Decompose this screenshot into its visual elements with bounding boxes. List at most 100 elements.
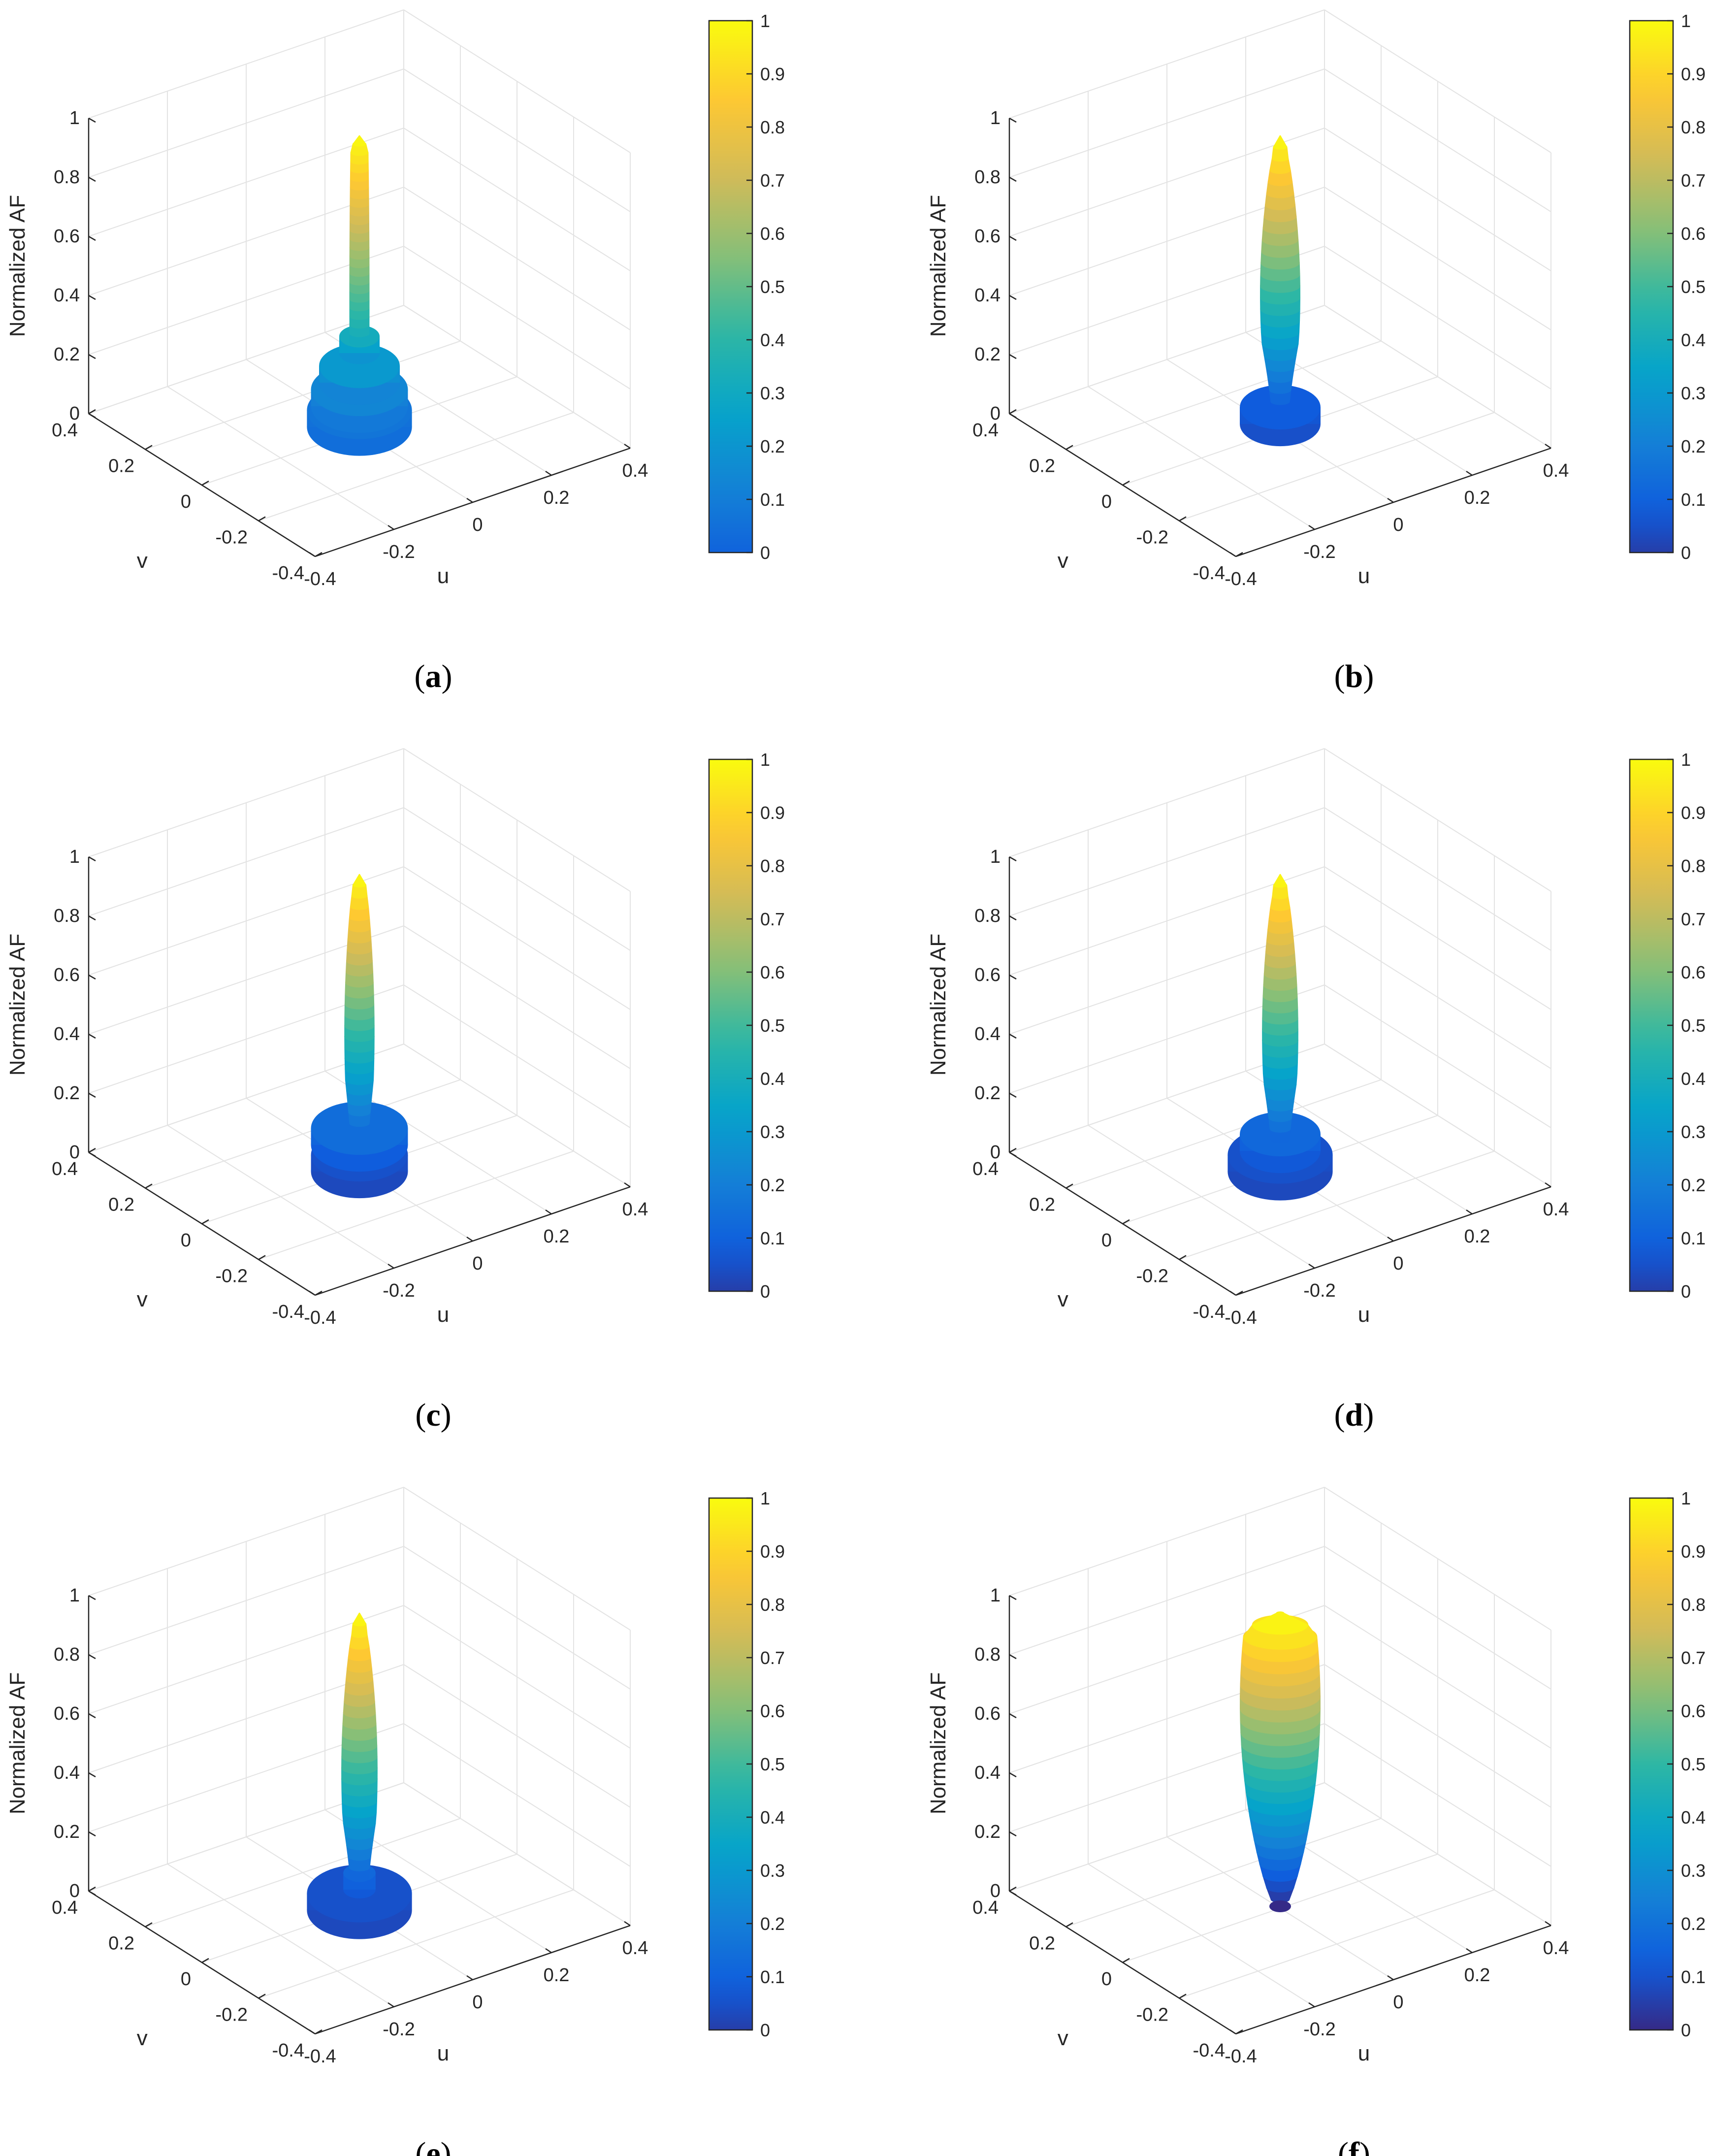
v-tick-label: 0.2 — [108, 1195, 134, 1215]
z-tick-mark — [88, 1831, 96, 1837]
colorbar-tick-label: 0.6 — [760, 224, 785, 244]
u-tick-label: 0.4 — [1543, 460, 1569, 481]
colorbar-tick-label: 0.8 — [1681, 1595, 1706, 1615]
colorbar-tick-label: 0.6 — [760, 1701, 785, 1721]
caption-letter: f — [1349, 2136, 1360, 2156]
z-tick-mark — [1009, 1713, 1017, 1719]
colorbar-tick-label: 0.2 — [1681, 1175, 1706, 1195]
panel-caption: (c) — [415, 1397, 451, 1433]
u-tick-label: -0.4 — [1225, 1307, 1257, 1328]
lobe-tip — [1269, 1900, 1291, 1912]
colorbar-tick-label: 0.9 — [760, 1541, 785, 1562]
panel-caption: (a) — [415, 658, 452, 694]
v-tick-mark — [1179, 1993, 1187, 1999]
v-tick-mark — [1065, 1922, 1073, 1927]
z-tick-mark — [1009, 354, 1017, 359]
z-tick-label: 0 — [69, 1142, 80, 1163]
z-tick-mark — [88, 354, 96, 359]
v-tick-label: 0 — [181, 491, 191, 512]
u-tick-label: 0.4 — [622, 1938, 648, 1959]
surface-c — [311, 874, 408, 1199]
colorbar-tick-label: 0.3 — [760, 383, 785, 403]
u-axis-label: u — [1358, 1303, 1370, 1327]
z-tick-label: 0.4 — [974, 1763, 1001, 1783]
colorbar-tick-label: 1 — [760, 750, 770, 770]
panel-caption: (d) — [1334, 1397, 1374, 1433]
u-tick-label: 0.4 — [1543, 1199, 1569, 1220]
colorbar-gradient — [708, 1497, 753, 2031]
v-tick-mark — [201, 1958, 209, 1963]
u-tick-label: 0.4 — [1543, 1938, 1569, 1959]
colorbar-gradient — [1629, 20, 1674, 554]
z-tick-mark — [88, 1033, 96, 1039]
u-tick-mark — [1545, 1921, 1551, 1927]
u-tick-label: -0.2 — [383, 2019, 415, 2040]
u-tick-label: 0 — [1393, 1253, 1403, 1274]
u-tick-mark — [545, 470, 552, 476]
surface-d — [1227, 874, 1333, 1201]
z-tick-label: 0 — [990, 1142, 1001, 1163]
v-tick-label: -0.2 — [1136, 1266, 1168, 1287]
main-lobe-slice — [352, 1612, 367, 1627]
u-tick-label: 0.2 — [544, 488, 570, 508]
colorbar-gradient — [1629, 1497, 1674, 2031]
z-tick-label: 0.4 — [974, 1024, 1001, 1045]
colorbar-tick-label: 0.5 — [760, 277, 785, 297]
colorbar-b: 0 0.1 0.2 0.3 0.4 0.5 0.6 0.7 0.8 0.9 1 — [1629, 11, 1706, 563]
v-tick-mark — [88, 409, 96, 415]
v-tick-label: 0.4 — [972, 1159, 999, 1179]
caption-close-paren: ) — [442, 658, 452, 694]
v-tick-mark — [1009, 1886, 1017, 1892]
z-tick-mark — [1009, 1595, 1017, 1601]
v-tick-label: 0 — [1101, 491, 1112, 512]
axes-lines: 00.20.40.60.810.40.20-0.2-0.4 -0.4-0.200.… — [52, 847, 648, 1328]
z-tick-mark — [1009, 1092, 1017, 1098]
colorbar-tick-label: 0.1 — [1681, 1967, 1706, 1987]
z-tick-mark — [88, 1654, 96, 1660]
colorbar-tick-label: 0.4 — [1681, 1069, 1706, 1089]
colorbar-gradient — [1629, 758, 1674, 1292]
panel-f: 00.20.40.60.810.40.20-0.2-0.4 -0.4-0.200.… — [926, 1487, 1706, 2156]
colorbar-tick-label: 0.3 — [1681, 383, 1706, 403]
z-tick-label: 0 — [990, 403, 1001, 424]
v-tick-mark — [1122, 1958, 1130, 1963]
v-axis-label: v — [1058, 1287, 1068, 1311]
v-tick-mark — [145, 1183, 153, 1189]
colorbar-tick-label: 0.7 — [1681, 1648, 1706, 1668]
z-tick-mark — [88, 1772, 96, 1778]
u-tick-mark — [387, 1263, 394, 1269]
z-axis-label: Normalized AF — [5, 934, 30, 1076]
u-axis-label: u — [437, 2041, 449, 2065]
caption-open-paren: ( — [1334, 1397, 1345, 1433]
colorbar-tick-label: 0 — [1681, 543, 1691, 563]
v-tick-mark — [1179, 516, 1187, 522]
z-tick-label: 0.6 — [974, 1703, 1001, 1724]
colorbar-tick-label: 0.7 — [1681, 170, 1706, 191]
u-tick-label: 0.4 — [622, 1199, 648, 1220]
z-tick-label: 0 — [69, 403, 80, 424]
v-tick-mark — [1122, 480, 1130, 486]
z-tick-mark — [1009, 1151, 1017, 1157]
u-tick-mark — [1229, 1290, 1236, 1296]
colorbar-tick-label: 0.7 — [760, 1648, 785, 1668]
caption-close-paren: ) — [1363, 658, 1374, 694]
v-tick-label: -0.4 — [272, 563, 304, 584]
u-tick-mark — [1229, 2029, 1236, 2035]
v-tick-mark — [145, 445, 153, 450]
z-tick-label: 1 — [69, 847, 80, 867]
z-tick-mark — [88, 235, 96, 241]
main-lobe-slice — [352, 874, 367, 887]
u-tick-label: -0.2 — [1303, 542, 1335, 562]
colorbar-tick-label: 0.3 — [760, 1861, 785, 1881]
side-lobe-top — [319, 343, 400, 389]
z-tick-label: 1 — [69, 108, 80, 129]
u-axis-label: u — [1358, 564, 1370, 588]
axes-lines: 00.20.40.60.810.40.20-0.2-0.4 -0.4-0.200.… — [52, 108, 648, 589]
z-tick-label: 0.8 — [54, 1644, 80, 1665]
v-tick-mark — [88, 1886, 96, 1892]
u-tick-label: 0.2 — [1464, 488, 1490, 508]
z-tick-label: 0 — [69, 1881, 80, 1901]
surface-a — [307, 135, 412, 456]
z-tick-label: 0.4 — [54, 1763, 80, 1783]
colorbar-tick-label: 0 — [1681, 1281, 1691, 1302]
